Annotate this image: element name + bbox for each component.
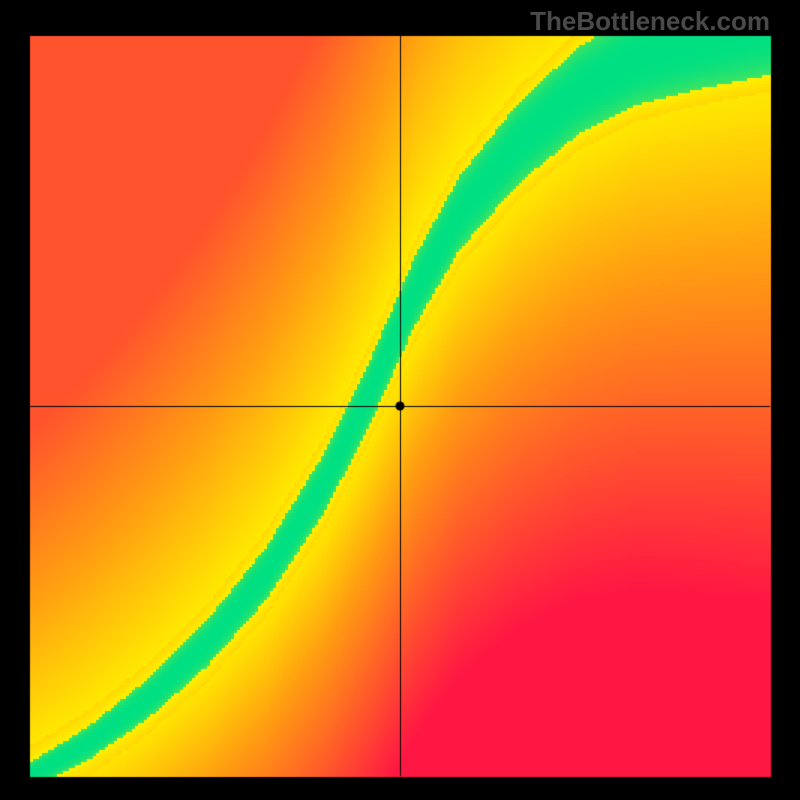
watermark-text: TheBottleneck.com: [530, 6, 770, 37]
bottleneck-heatmap: [0, 0, 800, 800]
chart-container: TheBottleneck.com: [0, 0, 800, 800]
